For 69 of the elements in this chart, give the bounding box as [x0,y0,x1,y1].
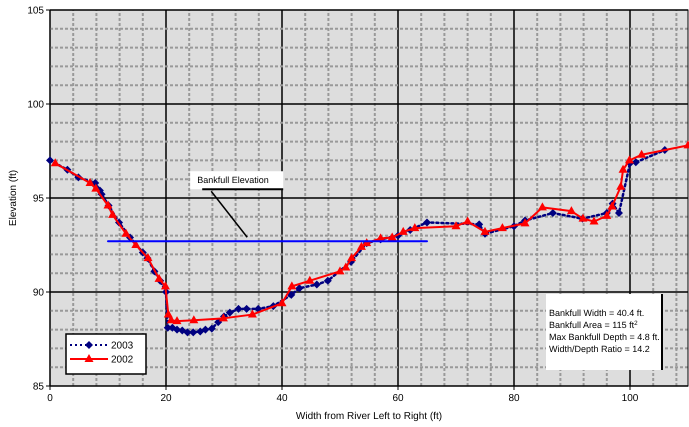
point [46,156,54,164]
x-tick-label: 100 [622,393,639,404]
point [305,276,314,284]
point [160,281,170,290]
y-axis-title: Elevation (ft) [8,170,19,226]
point [242,304,251,313]
annotation: Bankfull Area = 115 ft$^{2}$ [549,320,638,330]
point [618,164,628,173]
point [248,310,257,318]
annotation: Max Bankfull Depth = 4.8 ft. [549,332,660,342]
x-tick-label: 0 [47,393,54,404]
x-tick-label: 60 [392,393,404,404]
point [226,308,234,317]
point [590,216,599,224]
point [178,326,186,335]
point [498,223,507,232]
point [398,226,408,235]
point [234,304,242,313]
y-tick-label: 90 [32,288,44,298]
point [614,209,623,218]
point [287,281,296,290]
point [189,328,198,336]
point [356,242,366,250]
point [341,262,350,271]
x-tick-label: 20 [160,393,172,404]
point [287,290,296,299]
point [91,184,100,192]
point [121,228,130,237]
point [154,274,164,282]
point [632,158,640,166]
point [108,210,118,218]
annotation: Bankfull Elevation [197,175,269,186]
point [183,328,192,336]
x-axis-title: Width from River Left to Right (ft) [296,411,442,422]
point [324,276,332,285]
point [566,206,576,214]
y-tick-label: 105 [27,6,44,16]
x-tick-label: 40 [276,393,288,404]
point [295,284,304,292]
point [312,280,321,288]
point [538,202,547,210]
point [410,223,420,232]
point [278,298,286,306]
point [548,209,557,218]
point [164,310,173,318]
point [196,327,204,336]
point [86,178,95,186]
point [336,266,344,274]
point [208,324,216,333]
y-tick-label: 95 [32,194,44,204]
point [189,315,198,324]
point [201,326,210,334]
point [172,316,182,324]
point [452,221,460,230]
legend-label: 2002 [111,354,134,366]
y-tick-label: 85 [32,382,44,392]
point [480,226,490,235]
point [637,150,646,158]
y-tick-label: 100 [27,100,44,110]
point [347,253,356,262]
point [423,218,431,226]
point [131,240,140,248]
legend-label: 2003 [111,340,134,352]
annotation: Width/Depth Ratio = 14.2 [549,344,650,354]
x-tick-label: 80 [508,393,520,404]
annotation: Bankfull Width = 40.4 ft. [549,308,644,318]
point [50,158,60,166]
point [624,155,634,164]
point [616,182,626,190]
